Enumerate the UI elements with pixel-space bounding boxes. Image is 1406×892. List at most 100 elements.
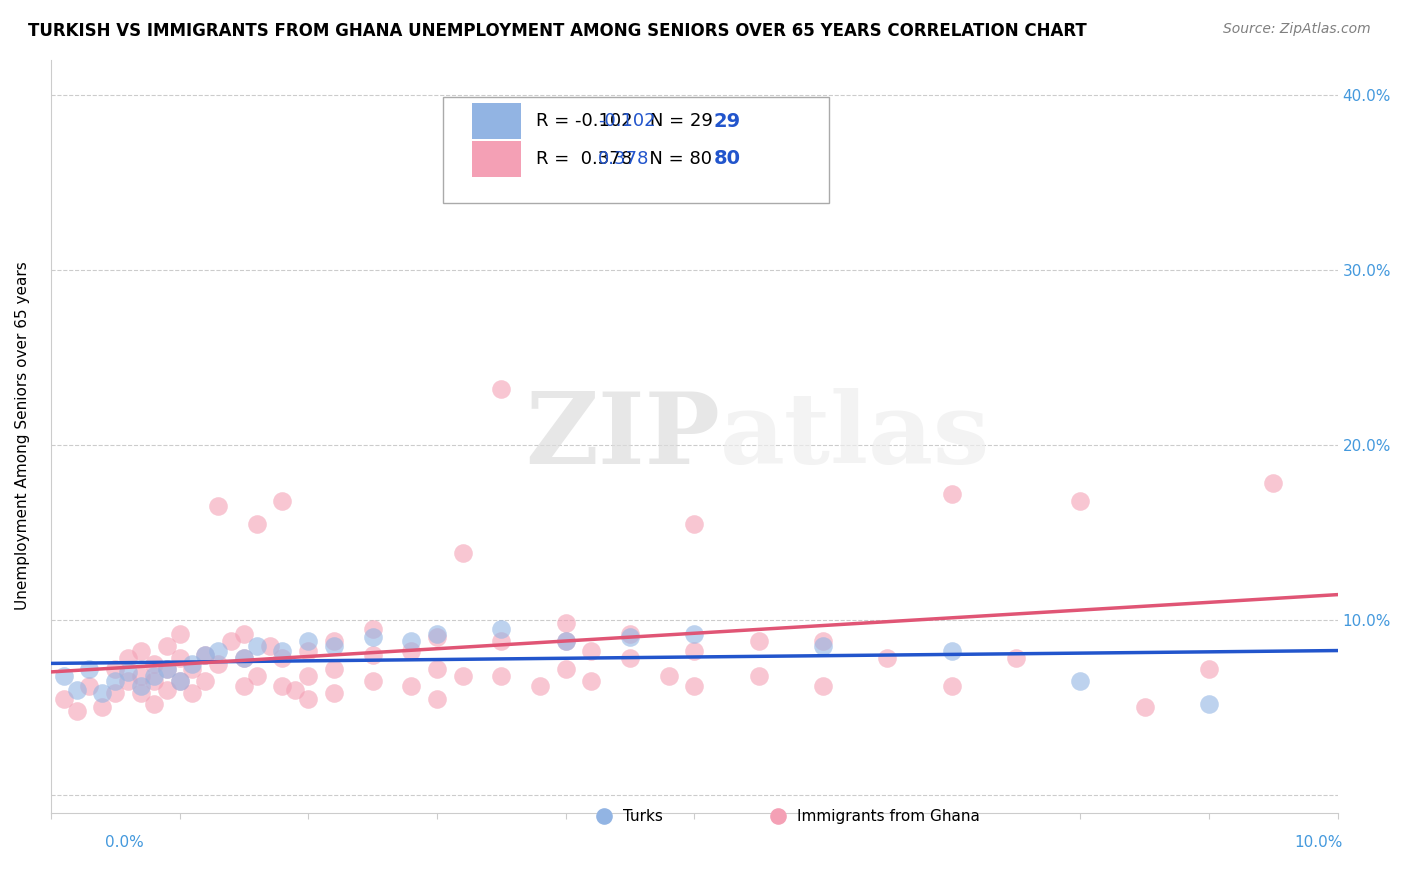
Point (52, 691, 75, 706)
Point (156, 662, 179, 676)
Point (297, 634, 319, 648)
Point (194, 648, 217, 662)
Point (271, 680, 294, 694)
Point (554, 616, 576, 631)
Point (271, 644, 294, 658)
Point (129, 686, 152, 700)
Point (284, 683, 307, 698)
Point (207, 644, 229, 658)
Point (246, 669, 269, 683)
Point (657, 669, 679, 683)
Point (426, 691, 449, 706)
Point (683, 516, 706, 531)
FancyBboxPatch shape (443, 97, 830, 202)
Point (323, 662, 346, 676)
Point (259, 639, 281, 653)
Point (207, 499, 229, 513)
Point (169, 674, 191, 689)
Point (876, 651, 898, 665)
Point (426, 627, 449, 641)
Point (748, 634, 770, 648)
Point (748, 669, 770, 683)
Point (489, 669, 512, 683)
Point (194, 674, 217, 689)
Point (489, 382, 512, 396)
Point (581, 674, 603, 689)
Point (451, 546, 474, 560)
Point (811, 680, 834, 694)
Point (581, 644, 603, 658)
Point (1069, 494, 1091, 508)
Point (361, 631, 384, 645)
Point (554, 662, 576, 676)
Point (683, 644, 706, 658)
Point (811, 639, 834, 653)
Point (399, 634, 422, 648)
Point (104, 686, 127, 700)
Point (142, 669, 165, 683)
Point (451, 669, 474, 683)
Point (297, 691, 319, 706)
Text: 10.0%: 10.0% (1295, 836, 1343, 850)
Point (399, 680, 422, 694)
Text: -0.102: -0.102 (598, 112, 655, 130)
Point (1069, 674, 1091, 689)
Point (104, 662, 127, 676)
Point (619, 631, 641, 645)
Point (361, 648, 384, 662)
Point (554, 634, 576, 648)
Point (232, 627, 254, 641)
Point (232, 651, 254, 665)
Point (271, 651, 294, 665)
Text: 0.0%: 0.0% (105, 836, 145, 850)
Point (1005, 651, 1028, 665)
Point (52, 669, 75, 683)
Point (361, 622, 384, 636)
Point (619, 627, 641, 641)
Point (1133, 700, 1156, 714)
Point (156, 639, 179, 653)
Point (399, 644, 422, 658)
Point (941, 487, 963, 501)
FancyBboxPatch shape (471, 141, 520, 177)
Point (117, 665, 139, 680)
Point (104, 674, 127, 689)
Point (169, 651, 191, 665)
Point (1263, 476, 1285, 491)
Text: atlas: atlas (720, 387, 990, 484)
Text: R = -0.102   N = 29: R = -0.102 N = 29 (536, 112, 713, 130)
Y-axis label: Unemployment Among Seniors over 65 years: Unemployment Among Seniors over 65 years (15, 261, 30, 610)
Text: 80: 80 (713, 150, 741, 169)
Point (79, 662, 101, 676)
Point (117, 651, 139, 665)
Text: Turks: Turks (623, 809, 664, 824)
Point (232, 651, 254, 665)
Point (683, 627, 706, 641)
Point (65, 683, 87, 698)
Point (246, 639, 269, 653)
Point (169, 627, 191, 641)
Point (181, 662, 204, 676)
Point (941, 644, 963, 658)
Point (156, 683, 179, 698)
Point (129, 669, 152, 683)
Point (246, 516, 269, 531)
Point (554, 634, 576, 648)
Point (489, 634, 512, 648)
Point (297, 644, 319, 658)
Text: R =  0.378   N = 80: R = 0.378 N = 80 (536, 150, 711, 168)
Point (297, 669, 319, 683)
Text: 0.378: 0.378 (598, 150, 650, 168)
Point (65, 704, 87, 718)
Point (1198, 697, 1220, 711)
Point (169, 674, 191, 689)
Point (1198, 662, 1220, 676)
Point (142, 674, 165, 689)
Point (91, 700, 114, 714)
Text: Immigrants from Ghana: Immigrants from Ghana (797, 809, 980, 824)
Point (91, 686, 114, 700)
Point (619, 651, 641, 665)
Point (426, 631, 449, 645)
Point (129, 680, 152, 694)
Text: TURKISH VS IMMIGRANTS FROM GHANA UNEMPLOYMENT AMONG SENIORS OVER 65 YEARS CORREL: TURKISH VS IMMIGRANTS FROM GHANA UNEMPLO… (28, 22, 1087, 40)
